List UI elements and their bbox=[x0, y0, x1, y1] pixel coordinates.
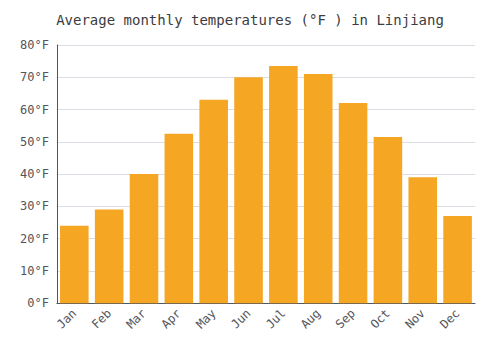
svg-text:70°F: 70°F bbox=[20, 70, 49, 84]
svg-text:20°F: 20°F bbox=[20, 232, 49, 246]
svg-text:Jan: Jan bbox=[54, 306, 79, 331]
svg-text:30°F: 30°F bbox=[20, 199, 49, 213]
svg-text:May: May bbox=[193, 306, 218, 331]
svg-text:10°F: 10°F bbox=[20, 264, 49, 278]
svg-text:Jun: Jun bbox=[228, 306, 253, 331]
svg-text:Average monthly temperatures (: Average monthly temperatures (°F ) in Li… bbox=[56, 12, 444, 28]
svg-text:Apr: Apr bbox=[159, 306, 184, 331]
svg-text:Oct: Oct bbox=[368, 306, 393, 331]
svg-text:80°F: 80°F bbox=[20, 38, 49, 52]
svg-text:50°F: 50°F bbox=[20, 135, 49, 149]
svg-text:Sep: Sep bbox=[333, 306, 358, 331]
svg-text:0°F: 0°F bbox=[27, 296, 49, 310]
svg-text:Dec: Dec bbox=[437, 306, 462, 331]
svg-text:Mar: Mar bbox=[124, 306, 149, 331]
svg-text:Nov: Nov bbox=[402, 306, 427, 331]
svg-text:Aug: Aug bbox=[298, 306, 323, 331]
svg-text:Feb: Feb bbox=[89, 306, 114, 331]
svg-text:Jul: Jul bbox=[263, 306, 288, 331]
svg-text:60°F: 60°F bbox=[20, 103, 49, 117]
svg-text:40°F: 40°F bbox=[20, 167, 49, 181]
